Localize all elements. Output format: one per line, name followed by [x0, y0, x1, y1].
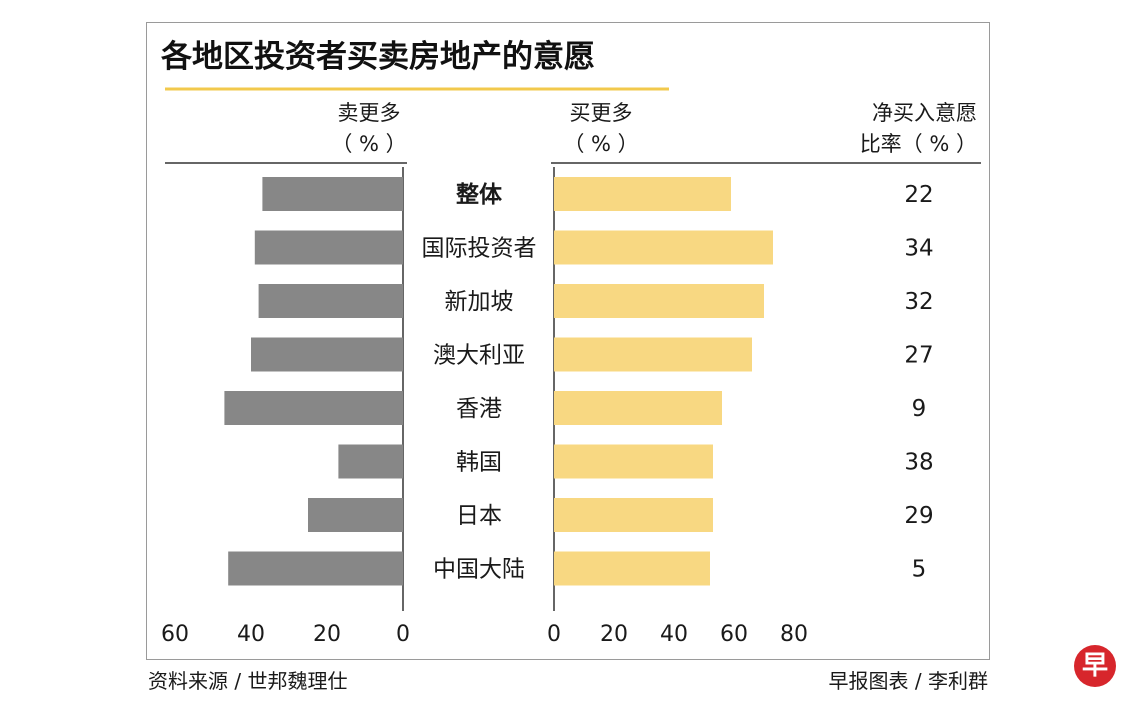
net-value-label: 34	[904, 236, 933, 262]
net-value-label: 38	[904, 450, 933, 476]
net-value-label: 32	[904, 289, 933, 315]
sell-header-line2: （ % ）	[331, 132, 406, 156]
sell-bar	[224, 391, 403, 425]
net-header-line1: 净买入意愿	[872, 101, 977, 125]
sell-tick-label: 20	[313, 622, 341, 647]
buy-bar	[554, 498, 713, 532]
sell-tick-label: 0	[396, 622, 410, 647]
buy-tick-label: 40	[660, 622, 688, 647]
sell-bar	[228, 551, 403, 586]
chart-title: 各地区投资者买卖房地产的意愿	[160, 39, 595, 75]
buy-tick-label: 20	[600, 622, 628, 647]
buy-bar	[554, 551, 710, 586]
buy-axis-ticks: 0 20 40 60 80	[547, 622, 808, 647]
sell-tick-label: 60	[161, 622, 189, 647]
sell-bar	[308, 498, 403, 532]
sell-bar	[262, 177, 403, 211]
sell-tick-label: 40	[237, 622, 265, 647]
buy-header-line2: （ % ）	[563, 132, 638, 156]
sell-bars	[224, 177, 403, 586]
net-header-line2: 比率（ % ）	[860, 132, 977, 156]
sell-bar	[254, 230, 403, 265]
sell-bar	[251, 337, 403, 372]
buy-bar	[554, 444, 713, 479]
buy-bar	[554, 230, 773, 265]
buy-bar	[554, 391, 722, 425]
net-value-label: 9	[912, 396, 927, 422]
buy-header-line1: 买更多	[570, 101, 633, 125]
sell-bar	[258, 284, 403, 318]
zaobao-logo: 早	[1074, 645, 1116, 687]
chart-svg: 各地区投资者买卖房地产的意愿 卖更多 （ % ） 买更多 （ % ） 净买入意愿…	[160, 39, 981, 647]
category-label: 澳大利亚	[433, 343, 525, 369]
credit-note: 早报图表 / 李利群	[828, 669, 988, 693]
category-label: 新加坡	[445, 289, 514, 315]
category-label: 韩国	[456, 450, 502, 476]
category-label: 香港	[456, 396, 502, 422]
sell-header-line1: 卖更多	[338, 101, 401, 125]
category-label: 整体	[456, 181, 503, 208]
net-value-labels: 22 34 32 27 9 38 29 5	[904, 182, 933, 583]
buy-bar	[554, 337, 752, 372]
net-value-label: 22	[904, 182, 933, 208]
source-note: 资料来源 / 世邦魏理仕	[148, 669, 348, 693]
category-label: 日本	[456, 503, 502, 529]
sell-axis-ticks: 60 40 20 0	[161, 622, 410, 647]
net-value-label: 27	[904, 343, 933, 369]
category-label: 中国大陆	[433, 557, 525, 583]
net-value-label: 29	[904, 503, 933, 529]
buy-bar	[554, 177, 731, 211]
buy-bars	[554, 177, 773, 586]
sell-bar	[338, 444, 403, 479]
buy-tick-label: 0	[547, 622, 561, 647]
category-label: 国际投资者	[422, 236, 537, 262]
net-value-label: 5	[912, 557, 927, 583]
chart-frame: 各地区投资者买卖房地产的意愿 卖更多 （ % ） 买更多 （ % ） 净买入意愿…	[146, 22, 990, 660]
buy-tick-label: 60	[720, 622, 748, 647]
buy-tick-label: 80	[780, 622, 808, 647]
buy-bar	[554, 284, 764, 318]
